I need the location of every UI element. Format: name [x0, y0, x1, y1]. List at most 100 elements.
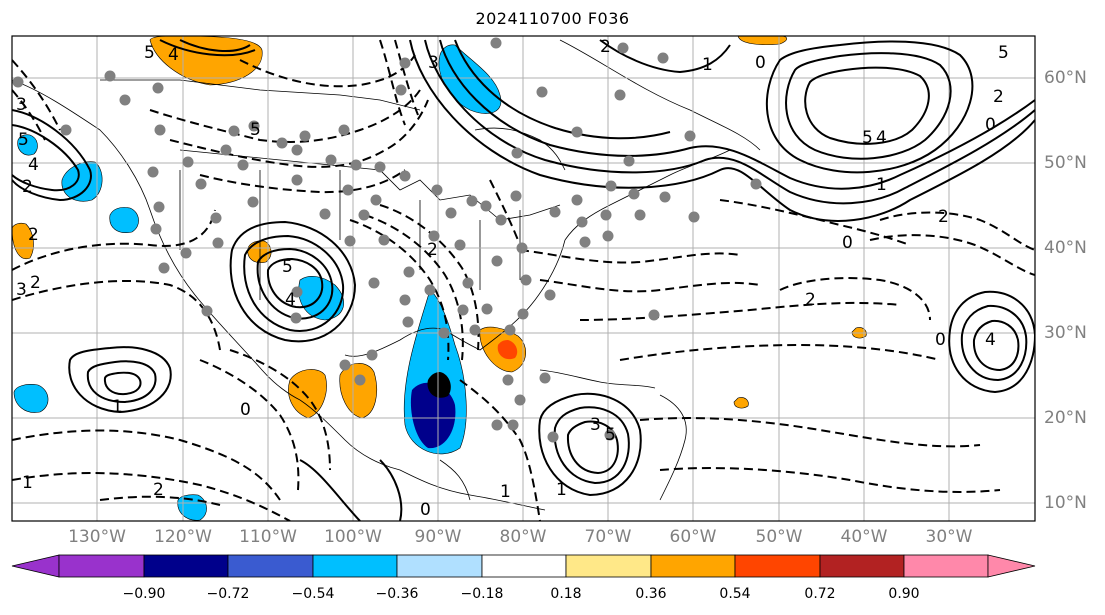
contour-label: 2	[938, 207, 949, 227]
colorbar-segment	[58, 554, 145, 578]
contour-label: 2	[805, 290, 816, 310]
shade-negative	[438, 44, 502, 114]
contour-label: 5	[144, 43, 155, 63]
colorbar-segment	[819, 554, 905, 578]
contour-label: 4	[876, 128, 887, 148]
lon-label: 110°W	[239, 527, 297, 547]
contour-label: 2	[28, 225, 39, 245]
colorbar-segment	[312, 554, 398, 578]
lon-label: 100°W	[324, 527, 382, 547]
positive-contours	[12, 39, 1035, 521]
contour-label: 0	[935, 330, 946, 350]
colorbar-segment	[396, 554, 483, 578]
shade-positive	[12, 222, 34, 260]
contour-label: 5	[282, 257, 293, 277]
shading-layer	[12, 36, 867, 521]
shade-positive	[247, 240, 272, 263]
colorbar-tick: 0.54	[719, 586, 751, 602]
contour-label: 0	[240, 400, 251, 420]
contour-label: 2	[427, 240, 438, 260]
contour-label: 1	[556, 480, 567, 500]
colorbar-extend-high	[987, 554, 1036, 578]
lon-label: 90°W	[414, 527, 462, 547]
contour-label: 5	[250, 120, 261, 140]
contour-label: 2	[600, 37, 611, 57]
colorbar-segment	[650, 554, 736, 578]
lon-label: 50°W	[755, 527, 803, 547]
lon-label: 60°W	[669, 527, 717, 547]
lon-label: 80°W	[499, 527, 547, 547]
contour-label: 4	[285, 290, 296, 310]
contour-label: 5	[605, 425, 616, 445]
colorbar-tick: 0.36	[635, 586, 667, 602]
colorbar-tick: 0.72	[804, 586, 836, 602]
lat-label: 60°N	[1044, 68, 1087, 88]
lon-label: 70°W	[584, 527, 632, 547]
map-title: 2024110700 F036	[475, 9, 630, 28]
shade-negative	[13, 384, 49, 413]
plot-frame	[11, 35, 1036, 522]
colorbar-tick: 0.90	[888, 586, 920, 602]
shade-negative	[177, 494, 207, 521]
shade-positive	[733, 397, 749, 409]
colorbar-extend-low	[11, 554, 60, 578]
contour-label: 2	[993, 87, 1004, 107]
contour-label: 5	[998, 43, 1009, 63]
colorbar-tick: 0.18	[550, 586, 582, 602]
lat-label: 30°N	[1044, 323, 1087, 343]
graticule	[12, 36, 1035, 521]
contour-label: 2	[153, 480, 164, 500]
colorbar-segment	[565, 554, 652, 578]
contour-label: 3	[590, 415, 601, 435]
station-markers	[12, 37, 762, 443]
contour-label: 4	[168, 45, 179, 65]
lat-label: 20°N	[1044, 408, 1087, 428]
contour-label: 1	[22, 473, 33, 493]
colorbar-segment	[227, 554, 314, 578]
colorbar-tick: −0.18	[460, 586, 504, 602]
coastlines	[12, 39, 761, 511]
contour-label: 2	[30, 273, 41, 293]
shade-negative	[410, 382, 456, 449]
lon-label: 30°W	[925, 527, 973, 547]
lat-label: 40°N	[1044, 238, 1087, 258]
lat-label: 10°N	[1044, 493, 1087, 513]
contour-label: 2	[22, 177, 33, 197]
contour-label: 4	[28, 155, 39, 175]
shade-negative	[109, 207, 139, 233]
shade-negative	[61, 161, 103, 202]
shade-negative	[17, 134, 38, 156]
colorbar-segment	[143, 554, 229, 578]
contour-labels: 5 4 3 5 4 2 5 5 4 3 2 1 0 5 4 2 1 0 2 1 …	[16, 37, 1009, 520]
contour-label: 0	[985, 115, 996, 135]
contour-label: 1	[702, 55, 713, 75]
colorbar-segment	[903, 554, 989, 578]
contour-label: 4	[985, 330, 996, 350]
contour-label: 0	[420, 500, 431, 520]
shade-negative	[427, 372, 451, 398]
colorbar	[11, 554, 1036, 578]
colorbar-tick: −0.36	[375, 586, 419, 602]
negative-contours	[12, 39, 1035, 521]
lon-label: 40°W	[840, 527, 888, 547]
colorbar-tick: −0.72	[206, 586, 250, 602]
shade-positive	[497, 340, 518, 360]
lon-label: 130°W	[68, 527, 126, 547]
colorbar-tick: −0.54	[291, 586, 335, 602]
contour-label: 1	[112, 397, 123, 417]
shade-positive	[339, 363, 377, 419]
contour-label: 0	[755, 53, 766, 73]
lat-label: 50°N	[1044, 153, 1087, 173]
lon-label: 120°W	[154, 527, 212, 547]
colorbar-tick: −0.90	[122, 586, 166, 602]
colorbar-segment	[734, 554, 821, 578]
shade-positive	[288, 369, 327, 419]
contour-label: 3	[428, 53, 439, 73]
contour-label: 0	[842, 233, 853, 253]
contour-label: 1	[500, 482, 511, 502]
contour-label: 3	[16, 280, 27, 300]
contour-label: 5	[18, 130, 29, 150]
contour-label: 1	[876, 175, 887, 195]
colorbar-segment	[481, 554, 567, 578]
